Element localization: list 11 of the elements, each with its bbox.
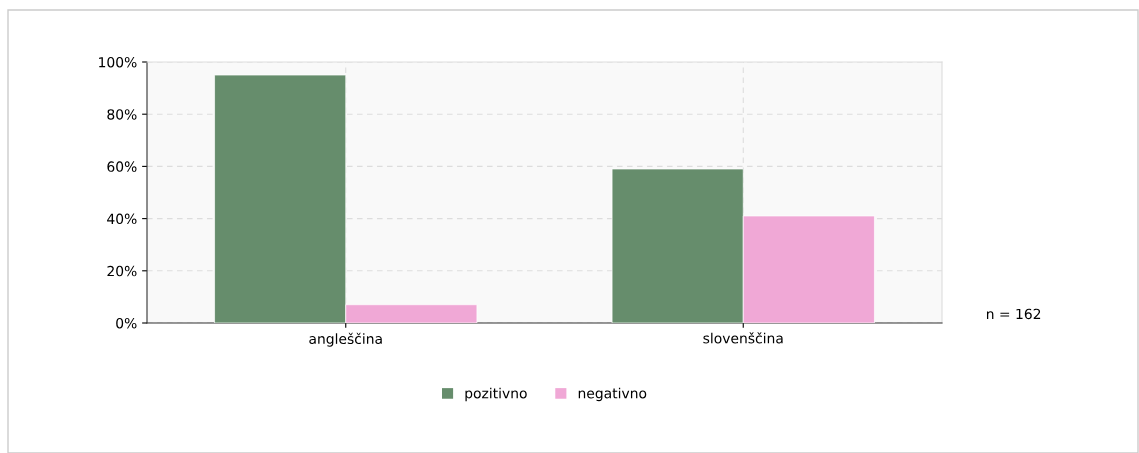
y-tick-label: 0% xyxy=(116,317,137,329)
legend-label: negativno xyxy=(578,387,647,402)
legend-label: pozitivno xyxy=(465,387,527,402)
x-tick-label: angleščina xyxy=(309,332,382,347)
y-tick-label: 20% xyxy=(107,265,137,277)
text: n = 162 xyxy=(986,308,1041,320)
y-tick-label: 60% xyxy=(107,161,137,172)
y-tick-label: 40% xyxy=(107,213,137,225)
y-tick-label: 100% xyxy=(99,56,137,68)
y-tick-label: 80% xyxy=(107,109,137,120)
x-tick-label: slovenščina xyxy=(703,332,783,344)
